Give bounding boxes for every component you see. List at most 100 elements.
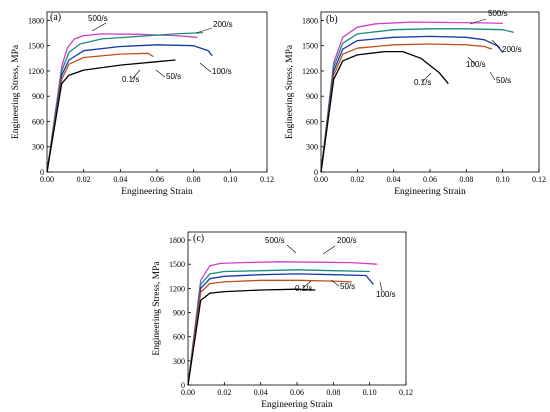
data-point: [393, 36, 395, 38]
data-point: [351, 262, 352, 263]
data-point: [83, 69, 85, 71]
data-point: [202, 32, 204, 34]
data-point: [46, 171, 48, 173]
y-tick-label: 900: [306, 92, 318, 101]
data-point: [147, 52, 149, 54]
data-point: [356, 26, 358, 28]
series-label: 0.1/s: [414, 78, 431, 87]
data-point: [342, 53, 344, 55]
data-point: [384, 51, 385, 52]
data-point: [68, 63, 70, 65]
data-point: [200, 279, 202, 281]
y-tick-label: 1800: [302, 16, 318, 25]
x-tick-label: 0.12: [260, 175, 274, 184]
series-line: [46, 31, 203, 173]
chart-panel-b: 0.00 0.02 0.04 0.06 0.08 0.10 0.12 0 300 600 900 12…: [285, 9, 546, 197]
series-label: 50/s: [340, 282, 355, 291]
data-point: [365, 275, 367, 276]
data-point: [320, 171, 322, 173]
data-point: [119, 64, 121, 66]
series-line: [320, 35, 504, 173]
y-tick-label: 300: [32, 143, 44, 152]
y-tick-label: 1500: [28, 42, 44, 51]
x-tick-label: 0.00: [181, 388, 195, 397]
data-point: [193, 45, 195, 47]
data-point: [429, 28, 431, 30]
data-point: [333, 70, 335, 72]
data-point: [260, 279, 262, 281]
data-point: [278, 261, 280, 263]
data-point: [491, 48, 493, 50]
data-point: [79, 43, 81, 45]
x-tick-label: 0.00: [314, 175, 328, 184]
data-point: [502, 52, 504, 53]
data-point: [83, 50, 85, 52]
x-axis-title: Engineering Strain: [394, 187, 466, 197]
x-tick-label: 0.04: [113, 175, 127, 184]
label-leader: [131, 69, 141, 80]
series-line: [187, 269, 370, 386]
data-point: [314, 289, 316, 291]
x-tick-label: 0.08: [187, 175, 201, 184]
series-label: 100/s: [212, 67, 232, 76]
y-tick-label: 1500: [302, 42, 318, 51]
series-label: 100/s: [466, 60, 486, 69]
x-tick-label: 0.04: [254, 388, 268, 397]
panel-label: (c): [193, 233, 204, 244]
label-leader: [467, 56, 476, 65]
x-tick-label: 0.12: [532, 175, 546, 184]
label-leader: [322, 245, 336, 255]
y-tick-label: 900: [32, 92, 44, 101]
series-line: [46, 59, 176, 173]
y-tick-label: 300: [306, 143, 318, 152]
data-point: [332, 270, 334, 272]
series-label: 0.1/s: [122, 75, 139, 84]
data-point: [260, 270, 262, 272]
data-point: [68, 52, 70, 53]
data-point: [196, 36, 198, 38]
data-point: [187, 384, 189, 386]
data-point: [152, 56, 154, 58]
data-point: [351, 281, 352, 283]
x-tick-label: 0.06: [150, 175, 164, 184]
data-point: [207, 50, 209, 52]
y-tick-label: 600: [173, 333, 185, 342]
x-tick-label: 0.12: [399, 388, 413, 397]
series-label: 500/s: [88, 14, 108, 23]
data-point: [200, 300, 202, 301]
data-point: [61, 66, 63, 68]
data-point: [156, 44, 158, 46]
data-point: [502, 22, 504, 24]
series-label: 200/s: [337, 236, 357, 245]
x-tick-label: 0.06: [423, 175, 437, 184]
series-label: 500/s: [265, 236, 285, 245]
label-leader: [491, 39, 501, 49]
data-point: [296, 279, 298, 281]
data-point: [209, 278, 211, 280]
data-point: [223, 275, 225, 277]
label-leader: [421, 72, 432, 83]
data-point: [138, 36, 140, 37]
data-point: [260, 274, 262, 276]
data-point: [438, 72, 440, 74]
y-tick-label: 300: [173, 357, 185, 366]
data-point: [376, 263, 378, 265]
data-point: [61, 78, 63, 80]
data-point: [74, 38, 75, 40]
label-leader: [199, 62, 212, 73]
data-point: [83, 57, 85, 58]
series-label: 200/s: [502, 45, 522, 54]
series-label: 50/s: [166, 72, 181, 81]
x-tick-label: 0.10: [363, 388, 377, 397]
data-point: [429, 36, 431, 37]
data-point: [101, 38, 103, 40]
label-leader: [379, 281, 383, 292]
y-tick-label: 1200: [169, 284, 185, 293]
data-point: [447, 22, 449, 23]
data-point: [402, 51, 404, 52]
y-tick-label: 0: [40, 168, 44, 177]
y-axis-title: Engineering Stress, MPa: [11, 44, 21, 139]
data-point: [209, 292, 211, 294]
data-point: [200, 287, 202, 289]
data-point: [333, 66, 335, 68]
